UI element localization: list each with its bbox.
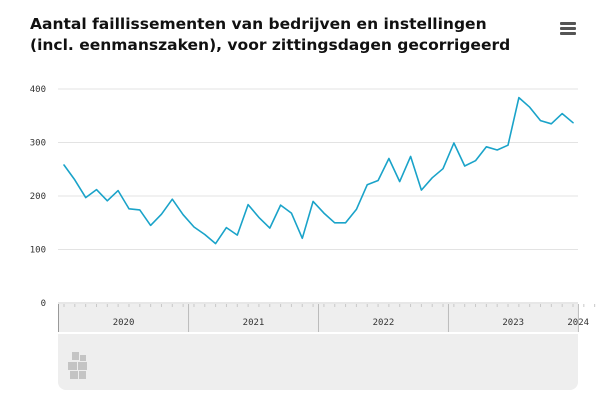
cbs-logo-icon [68,352,87,379]
x-year-label: 2023 [502,318,524,328]
y-tick-label: 300 [30,139,46,149]
chart-title: Aantal faillissementen van bedrijven en … [30,15,511,54]
x-year-label: 2022 [373,318,395,328]
hamburger-menu-icon[interactable] [560,22,576,36]
x-year-label: 2024 [567,318,589,328]
chart-footer [58,334,578,390]
y-tick-label: 100 [30,246,46,256]
series-line [63,96,574,245]
x-year-label: 2021 [243,318,265,328]
y-tick-label: 200 [30,192,46,202]
x-year-label: 2020 [113,318,135,328]
y-tick-label: 0 [41,299,46,309]
y-tick-label: 400 [30,85,46,95]
